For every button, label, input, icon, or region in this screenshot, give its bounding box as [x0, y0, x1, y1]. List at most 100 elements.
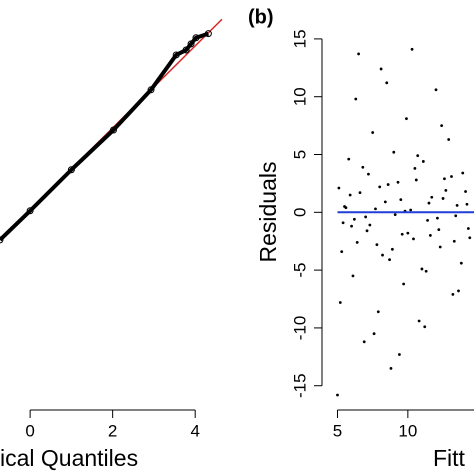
- scatter-point: [371, 131, 375, 134]
- scatter-point: [385, 81, 389, 85]
- scatter-point: [417, 319, 421, 323]
- scatter-point: [393, 213, 397, 217]
- y-tick-label: 10: [290, 87, 309, 106]
- scatter-point: [466, 227, 470, 230]
- scatter-point: [378, 185, 382, 189]
- scatter-point: [444, 188, 448, 192]
- y-tick-label: 15: [290, 29, 309, 48]
- scatter-point: [406, 231, 410, 235]
- scatter-point: [390, 247, 394, 251]
- scatter-point: [388, 258, 391, 262]
- scatter-point: [461, 171, 465, 175]
- scatter-point: [348, 193, 352, 197]
- scatter-point: [450, 175, 453, 178]
- y-tick-label: -15: [290, 373, 309, 398]
- y-tick-label: -10: [290, 316, 309, 341]
- qq-point: [26, 207, 34, 215]
- scatter-point: [347, 157, 351, 161]
- scatter-point: [457, 289, 460, 293]
- scatter-point: [441, 197, 445, 200]
- scatter-point: [399, 198, 403, 201]
- x-tick-label: 10: [398, 421, 417, 440]
- scatter-point: [455, 203, 459, 207]
- y-tick-label: 5: [290, 150, 309, 159]
- x-tick-label: 4: [190, 421, 199, 440]
- panel-label: (b): [248, 6, 274, 28]
- qq-point: [172, 51, 180, 59]
- scatter-point: [414, 178, 418, 182]
- qq-point: [204, 30, 212, 38]
- scatter-point: [336, 393, 339, 397]
- qq-line: [0, 31, 210, 242]
- scatter-point: [355, 240, 359, 244]
- scatter-point: [440, 124, 444, 128]
- qq-point: [0, 236, 4, 244]
- scatter-point: [362, 340, 366, 344]
- scatter-point: [379, 67, 383, 71]
- scatter-point: [409, 208, 413, 212]
- scatter-point: [459, 261, 463, 265]
- qq-point: [192, 34, 200, 42]
- scatter-point: [430, 195, 434, 199]
- scatter-point: [421, 160, 425, 163]
- scatter-point: [405, 117, 408, 121]
- scatter-point: [402, 282, 406, 286]
- scatter-point: [443, 177, 446, 181]
- scatter-point: [423, 325, 427, 329]
- scatter-point: [372, 332, 376, 336]
- scatter-point: [410, 47, 414, 51]
- scatter-point: [413, 166, 417, 170]
- scatter-point: [438, 245, 442, 249]
- scatter-point: [383, 200, 387, 204]
- qq-point: [187, 40, 195, 48]
- scatter-point: [368, 223, 372, 227]
- scatter-point: [426, 219, 429, 222]
- scatter-point: [434, 88, 438, 92]
- scatter-point: [454, 214, 458, 218]
- scatter-point: [416, 154, 420, 158]
- scatter-point: [452, 239, 456, 243]
- scatter-point: [374, 207, 377, 211]
- x-tick-label: 0: [25, 421, 34, 440]
- qq-point: [109, 126, 117, 134]
- x-axis-label: Fitt: [433, 445, 466, 471]
- scatter-point: [341, 221, 345, 225]
- scatter-point: [364, 215, 368, 219]
- x-tick-label: 2: [108, 421, 117, 440]
- scatter-point: [350, 224, 353, 228]
- scatter-point: [396, 180, 400, 184]
- scatter-point: [352, 217, 356, 221]
- scatter-point: [464, 190, 467, 193]
- y-tick-label: 0: [290, 208, 309, 217]
- scatter-point: [376, 310, 380, 314]
- scatter-point: [412, 237, 415, 241]
- scatter-point: [351, 274, 355, 278]
- scatter-point: [451, 292, 455, 296]
- scatter-point: [365, 229, 369, 233]
- x-tick-label: 5: [333, 421, 342, 440]
- qq-point: [147, 86, 155, 94]
- scatter-point: [357, 52, 360, 56]
- scatter-point: [381, 253, 384, 257]
- scatter-point: [386, 183, 390, 186]
- qq-point: [67, 166, 75, 174]
- scatter-point: [389, 366, 393, 370]
- scatter-point: [437, 228, 441, 232]
- scatter-point: [338, 301, 342, 304]
- scatter-point: [361, 165, 365, 169]
- scatter-point: [400, 232, 404, 236]
- x-axis-label: ical Quantiles: [0, 445, 138, 471]
- scatter-point: [427, 201, 431, 205]
- scatter-point: [367, 172, 370, 176]
- scatter-point: [340, 250, 344, 254]
- scatter-point: [468, 236, 472, 240]
- y-axis-label: Residuals: [255, 162, 281, 263]
- scatter-point: [354, 97, 358, 101]
- scatter-point: [447, 138, 451, 141]
- scatter-point: [436, 216, 439, 220]
- scatter-point: [337, 186, 341, 190]
- scatter-point: [465, 202, 469, 206]
- scatter-point: [392, 150, 396, 154]
